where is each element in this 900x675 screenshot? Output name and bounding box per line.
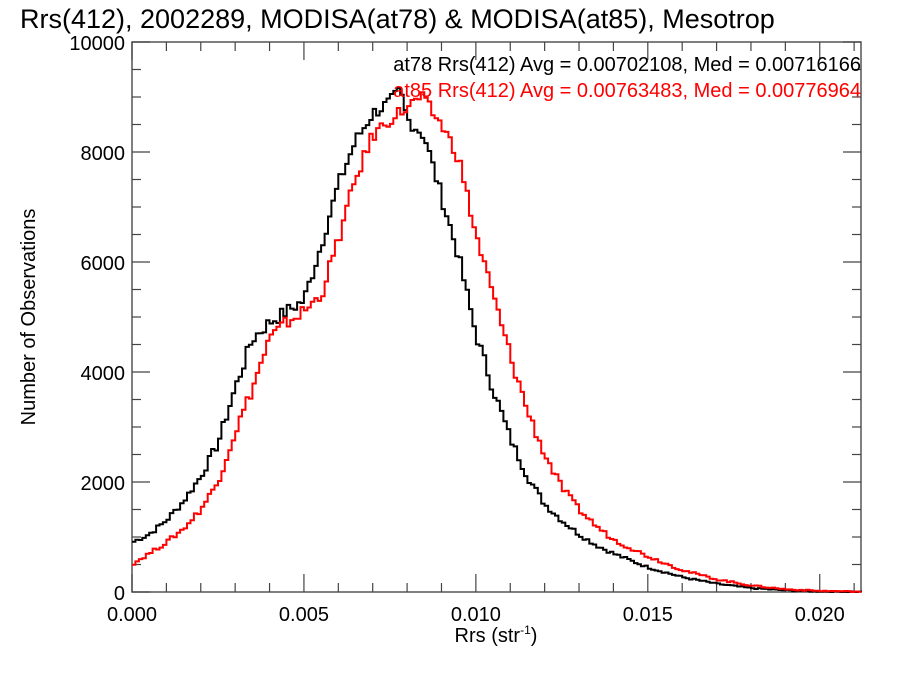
y-tick-label: 4000 (81, 363, 126, 385)
plot-frame (131, 41, 862, 593)
series-layer (132, 87, 862, 593)
y-tick-label: 8000 (81, 143, 126, 165)
x-axis-label-superscript: -1 (520, 623, 531, 637)
chart-title: Rrs(412), 2002289, MODISA(at78) & MODISA… (20, 4, 775, 34)
y-tick-label: 0 (114, 583, 125, 605)
x-axis-label: Rrs (str-1) (455, 623, 538, 647)
x-tick-label: 0.005 (279, 604, 329, 626)
y-tick-label: 10000 (69, 33, 125, 55)
axis-ticks (131, 41, 861, 593)
series-line-at78 (132, 87, 862, 593)
x-tick-label: 0.010 (451, 604, 501, 626)
plot-area (131, 41, 862, 593)
y-axis-label: Number of Observations (18, 209, 40, 426)
x-tick-label: 0.020 (795, 604, 845, 626)
x-tick-label: 0.015 (623, 604, 673, 626)
series-line-at85 (132, 91, 862, 593)
tick-labels: 0.000 0.005 0.010 0.015 0.020 0 2000 4000 6000 80… (69, 33, 844, 626)
y-tick-label: 6000 (81, 253, 126, 275)
legend-entry-at78: at78 Rrs(412) Avg = 0.00702108, Med = 0.… (393, 54, 861, 76)
y-tick-label: 2000 (81, 473, 126, 495)
x-tick-label: 0.000 (107, 604, 157, 626)
legend-entry-at85: at85 Rrs(412) Avg = 0.00763483, Med = 0.… (393, 80, 861, 102)
